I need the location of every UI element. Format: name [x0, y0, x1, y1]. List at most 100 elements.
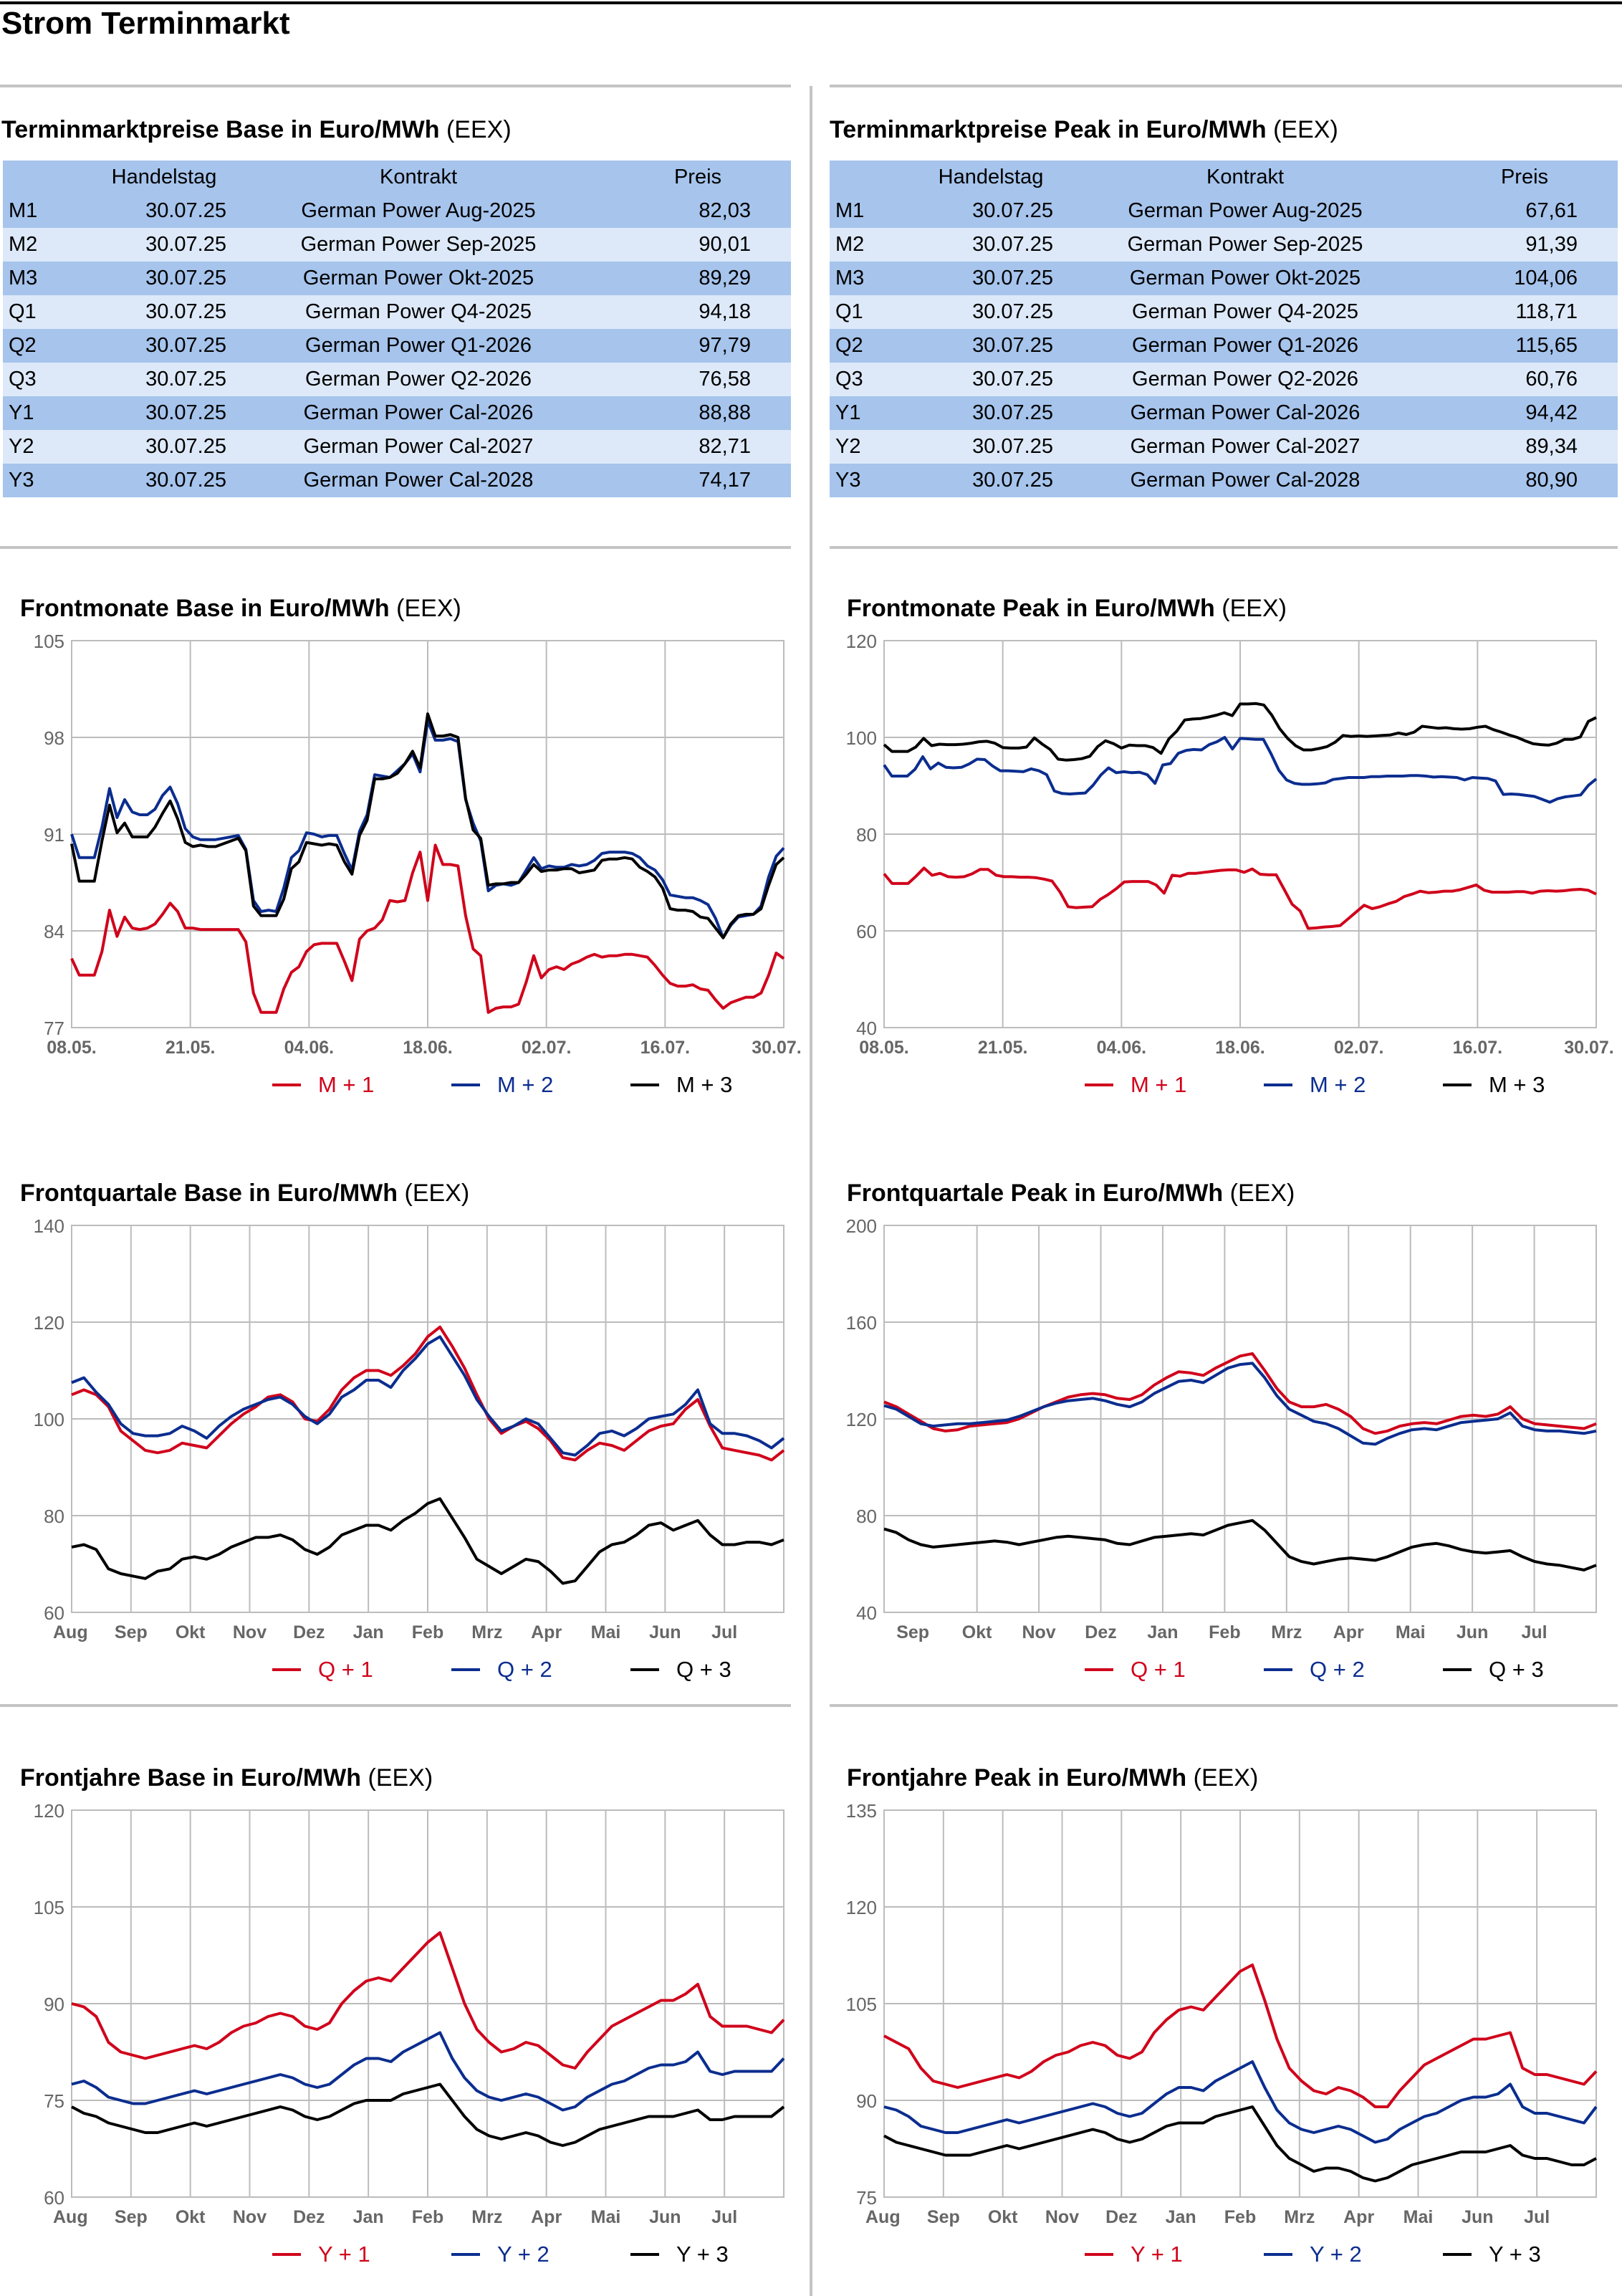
- x-tick-label: Jul: [711, 2207, 737, 2227]
- table-row: Y1 30.07.25 German Power Cal-2026 88,88: [3, 396, 791, 430]
- x-tick-label: Sep: [115, 1622, 148, 1642]
- x-tick-label: 08.05.: [47, 1038, 97, 1058]
- column-divider: [810, 86, 812, 2296]
- x-tick-label: Jan: [353, 2207, 384, 2227]
- x-tick-label: Feb: [412, 1622, 443, 1642]
- table-cell: 118,71: [1515, 300, 1578, 323]
- series-line-1: [883, 866, 1597, 930]
- y-tick-label: 120: [846, 1409, 877, 1430]
- y-tick-label: 120: [34, 1800, 64, 1822]
- x-tick-label: Dez: [293, 2207, 325, 2227]
- x-tick-label: Nov: [233, 2207, 267, 2227]
- divider: [830, 546, 1618, 549]
- table-cell: Y3: [835, 469, 861, 492]
- series-line-3: [71, 1497, 784, 1585]
- table-cell: 30.07.25: [972, 368, 1053, 391]
- table-cell: M3: [9, 267, 38, 290]
- table-cell: 115,65: [1515, 334, 1578, 357]
- chart-frontquartale-peak: 200 160 120 80 40 Sep Okt Nov Dez Jan Feb Mrz Apr Mai…: [846, 1215, 1597, 1682]
- x-tick-label: 30.07.: [752, 1038, 802, 1058]
- series-line-1: [71, 1325, 785, 1462]
- table-row: Q1 30.07.25 German Power Q4-2025 118,71: [830, 295, 1618, 329]
- table-row: Y3 30.07.25 German Power Cal-2028 74,17: [3, 464, 791, 497]
- x-tick-label: Aug: [865, 2207, 901, 2227]
- x-tick-label: Mai: [1403, 2207, 1434, 2227]
- x-tick-label: Jun: [1457, 1622, 1488, 1642]
- table-cell: German Power Cal-2026: [1130, 401, 1361, 424]
- table-row: Y2 30.07.25 German Power Cal-2027 89,34: [830, 430, 1618, 464]
- table-row: M3 30.07.25 German Power Okt-2025 104,06: [830, 262, 1618, 295]
- x-tick-label: Mai: [591, 2207, 621, 2227]
- table-cell: German Power Q1-2026: [1132, 334, 1358, 357]
- legend-label: M + 1: [1131, 1072, 1186, 1097]
- y-tick-label: 100: [846, 727, 877, 749]
- y-tick-label: 84: [44, 921, 64, 942]
- legend-label: Y + 3: [1489, 2242, 1541, 2267]
- y-tick-label: 98: [44, 727, 64, 749]
- table-cell: 30.07.25: [145, 368, 226, 391]
- legend-label: M + 2: [497, 1072, 553, 1097]
- table-cell: 30.07.25: [145, 401, 226, 424]
- x-tick-label: Feb: [412, 2207, 443, 2227]
- table-cell: Q3: [835, 368, 863, 391]
- table-cell: 30.07.25: [972, 199, 1053, 222]
- legend-label: Y + 3: [676, 2242, 729, 2267]
- y-tick-label: 140: [34, 1215, 64, 1237]
- legend-label: Y + 2: [497, 2242, 550, 2267]
- x-tick-label: Jul: [1522, 1622, 1547, 1642]
- table-cell: German Power Cal-2027: [1130, 435, 1361, 458]
- series-line-3: [883, 2105, 1597, 2183]
- legend-label: Y + 1: [318, 2242, 370, 2267]
- series-line-2: [883, 1362, 1597, 1446]
- page-title: Strom Terminmarkt: [1, 6, 290, 41]
- table-cell: Y2: [9, 435, 34, 458]
- price-table-base: Handelstag Kontrakt Preis M1 30.07.25 German …: [3, 161, 791, 497]
- table-cell: 94,18: [699, 300, 751, 323]
- legend-label: M + 1: [318, 1072, 374, 1097]
- series-line-2: [71, 2031, 785, 2112]
- y-tick-label: 200: [846, 1215, 877, 1237]
- table-row: Q3 30.07.25 German Power Q2-2026 60,76: [830, 363, 1618, 396]
- table-cell: Y3: [9, 469, 34, 492]
- table-cell: 104,06: [1514, 267, 1578, 290]
- table-cell: 30.07.25: [972, 401, 1053, 424]
- legend-label: M + 2: [1310, 1072, 1366, 1097]
- y-tick-label: 80: [856, 824, 877, 846]
- x-tick-label: Jan: [1147, 1622, 1178, 1642]
- column-header: [3, 161, 96, 194]
- table-row: Q2 30.07.25 German Power Q1-2026 97,79: [3, 329, 791, 363]
- y-tick-label: 120: [34, 1312, 64, 1334]
- y-tick-label: 77: [44, 1018, 64, 1039]
- column-header: Preis: [1500, 166, 1549, 188]
- x-tick-label: 02.07.: [522, 1038, 572, 1058]
- table-cell: 76,58: [699, 368, 751, 391]
- table-cell: German Power Q2-2026: [1132, 368, 1358, 391]
- table-cell: M2: [835, 233, 865, 256]
- table-cell: 30.07.25: [972, 469, 1053, 492]
- x-tick-label: Mai: [591, 1622, 621, 1642]
- y-tick-label: 120: [846, 1897, 877, 1918]
- y-tick-label: 60: [44, 1602, 64, 1624]
- x-tick-label: Mrz: [471, 1622, 502, 1642]
- series-line-3: [71, 2082, 785, 2147]
- x-tick-label: Nov: [1022, 1622, 1055, 1642]
- table-header-row: Handelstag Kontrakt Preis: [3, 161, 791, 194]
- legend-label: M + 3: [676, 1072, 732, 1097]
- table-cell: 88,88: [699, 401, 751, 424]
- table-cell: 82,03: [699, 199, 751, 222]
- y-tick-label: 105: [846, 1994, 877, 2015]
- table-cell: 30.07.25: [145, 435, 226, 458]
- legend-label: Q + 1: [318, 1657, 373, 1682]
- x-tick-label: Mrz: [1271, 1622, 1302, 1642]
- column-header: Preis: [673, 166, 722, 188]
- y-tick-label: 75: [44, 2090, 64, 2112]
- x-tick-label: Dez: [1105, 2207, 1137, 2227]
- x-tick-label: Apr: [1343, 2207, 1374, 2227]
- series-line-3: [70, 712, 785, 939]
- table-cell: German Power Q2-2026: [305, 368, 532, 391]
- legend-label: Q + 2: [1310, 1657, 1365, 1682]
- table-header-row: Handelstag Kontrakt Preis: [830, 161, 1618, 194]
- table-cell: 30.07.25: [145, 199, 226, 222]
